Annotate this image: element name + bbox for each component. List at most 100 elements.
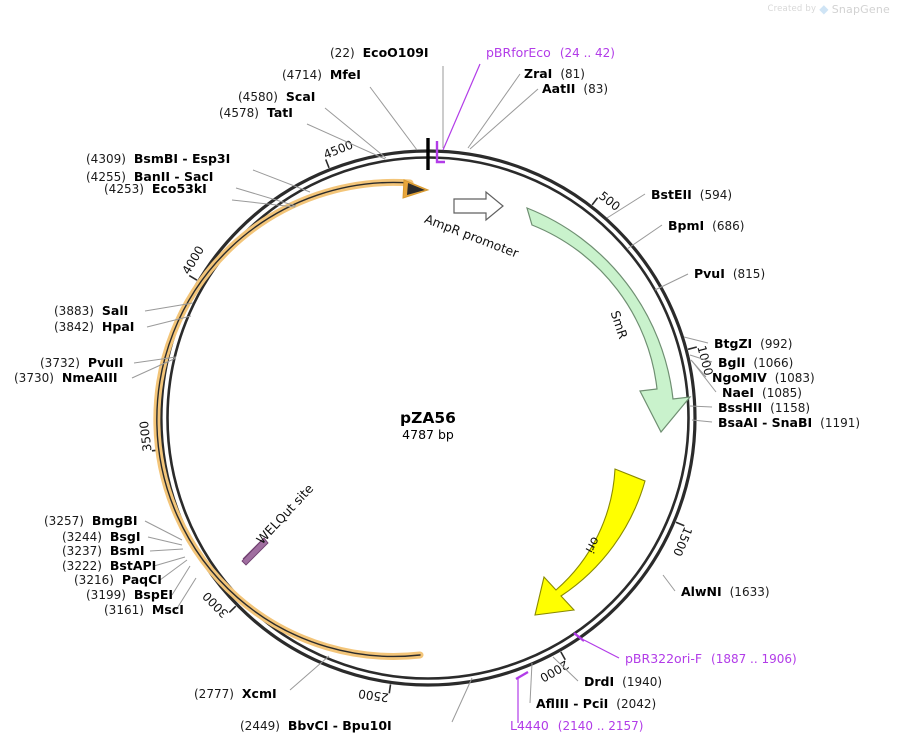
restriction-site-label: (3842) HpaI <box>54 319 134 334</box>
restriction-site-label: PvuI (815) <box>694 266 765 281</box>
leader-line <box>144 520 183 541</box>
leader-line <box>149 548 184 552</box>
site-labels: (22) EcoO109I (4714) MfeI (4580) ScaI(4578) Ta… <box>14 45 860 733</box>
feature-ori: ori <box>534 468 646 616</box>
restriction-site-label: NaeI (1085) <box>722 385 802 400</box>
feature-ampr-promoter: AmpR promoter <box>423 190 522 261</box>
primer-markers <box>435 141 585 681</box>
leader-line <box>324 107 387 159</box>
restriction-site-label: (4255) BanII - SacI <box>86 169 213 184</box>
restriction-site-label: (4714) MfeI <box>282 67 361 82</box>
restriction-site-label: AlwNI (1633) <box>681 584 770 599</box>
leader-line <box>289 655 330 691</box>
leader-line <box>552 656 579 682</box>
leader-line <box>369 86 418 151</box>
ruler-tick <box>188 274 198 281</box>
feature-label-ampr-promoter: AmpR promoter <box>423 211 522 261</box>
restriction-site-label: (3732) PvuII <box>40 355 123 370</box>
leader-line <box>662 574 676 592</box>
snapgene-logo-icon: ◆ <box>819 2 829 16</box>
primer-label: L4440 (2140 .. 2157) <box>510 718 643 733</box>
feature-label-ori: ori <box>583 534 604 555</box>
leader-line <box>442 63 481 151</box>
leader-line <box>133 356 177 364</box>
ruler-tick <box>324 159 330 169</box>
leader-line <box>689 405 713 408</box>
restriction-site-label: (3244) BsgI <box>62 529 140 544</box>
restriction-site-label: (4580) ScaI <box>238 89 315 104</box>
leader-line <box>606 193 646 219</box>
ruler-tick-label: 3500 <box>137 420 155 452</box>
leader-line <box>654 273 689 291</box>
leader-lines <box>131 63 717 723</box>
restriction-site-label: (3216) PaqCI <box>74 572 162 587</box>
leader-line <box>175 577 197 611</box>
leader-line <box>529 662 533 704</box>
page-title: pZA56 <box>400 409 456 427</box>
leader-line <box>467 73 521 149</box>
ruler-tick <box>560 651 566 661</box>
restriction-site-label: (4578) TatI <box>219 105 293 120</box>
restriction-site-label: (4253) Eco53kI <box>104 181 207 196</box>
leader-line <box>306 123 386 160</box>
watermark-brand-label: SnapGene <box>831 2 890 16</box>
ruler-tick <box>228 605 237 614</box>
restriction-site-label: (3199) BspEI <box>86 587 173 602</box>
ruler-tick-label: 2000 <box>538 658 571 685</box>
leader-line <box>583 639 620 659</box>
primer-label: pBR322ori-F (1887 .. 1906) <box>625 651 797 666</box>
ruler-tick <box>675 521 685 527</box>
leader-line <box>689 354 713 363</box>
ruler-tick <box>388 684 392 694</box>
restriction-site-label: (3222) BstAPI <box>62 558 156 573</box>
restriction-site-label: AatII (83) <box>542 81 608 96</box>
leader-line <box>131 357 177 379</box>
ruler-tick <box>687 346 697 351</box>
leader-line <box>231 199 296 208</box>
ruler-tick-label: 1500 <box>670 525 695 559</box>
restriction-site-label: BpmI (686) <box>668 218 744 233</box>
restriction-site-label: BtgZI (992) <box>714 336 792 351</box>
leader-line <box>626 224 663 250</box>
restriction-site-label: (3883) SalI <box>54 303 128 318</box>
restriction-site-label: BstEII (594) <box>651 187 732 202</box>
feature-smr: SmR <box>526 206 692 434</box>
ruler-tick <box>591 197 599 206</box>
leader-line <box>159 559 188 581</box>
watermark-created-by-label: Created by <box>767 4 817 14</box>
restriction-site-label: (3257) BmgBI <box>44 513 138 528</box>
snapgene-watermark: Created by ◆ SnapGene <box>767 2 890 16</box>
restriction-site-label: (3237) BsmI <box>62 543 145 558</box>
leader-line <box>451 677 473 723</box>
leader-line <box>144 302 194 312</box>
ruler-tick-label: 2500 <box>357 687 389 705</box>
restriction-site-label: (3730) NmeAIII <box>14 370 118 385</box>
feature-welqut-site: WELQut site <box>241 481 317 566</box>
restriction-site-label: (2449) BbvCI - Bpu10I <box>240 718 392 733</box>
feature-label-smr: SmR <box>608 309 631 341</box>
leader-line <box>683 336 709 344</box>
leader-line <box>235 187 297 207</box>
restriction-site-label: (4309) BsmBI - Esp3I <box>86 151 230 166</box>
restriction-site-label: NgoMIV (1083) <box>712 370 815 385</box>
primer-label: pBRforEco (24 .. 42) <box>486 45 615 60</box>
leader-line <box>691 419 713 423</box>
leader-line <box>691 360 717 393</box>
leader-line <box>171 565 191 596</box>
ruler-tick-label: 4500 <box>322 138 356 162</box>
restriction-site-label: BssHII (1158) <box>718 400 810 415</box>
restriction-site-label: (3161) MscI <box>104 602 184 617</box>
restriction-site-label: BsaAI - SnaBI (1191) <box>718 415 860 430</box>
restriction-site-label: DrdI (1940) <box>584 674 662 689</box>
leader-line <box>146 315 192 328</box>
plasmid-center-label: pZA56 4787 bp <box>400 409 456 442</box>
restriction-site-label: (22) EcoO109I <box>330 45 429 60</box>
restriction-site-label: BglI (1066) <box>718 355 793 370</box>
leader-line <box>153 556 186 567</box>
restriction-site-label: (2777) XcmI <box>194 686 277 701</box>
leader-line <box>147 536 183 546</box>
restriction-site-label: ZraI (81) <box>524 66 585 81</box>
feature-label-welqut-site: WELQut site <box>253 481 316 547</box>
